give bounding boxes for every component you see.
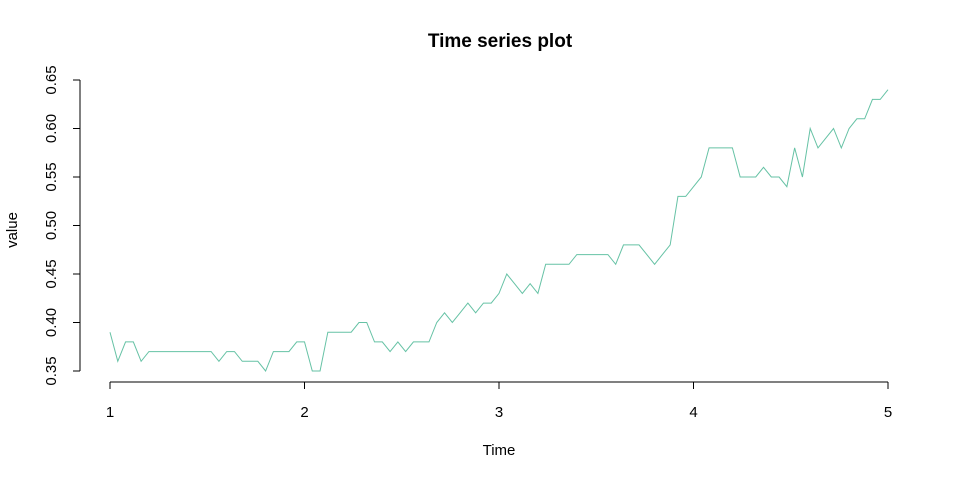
y-axis-label: value: [4, 212, 21, 248]
y-tick-label: 0.45: [43, 259, 60, 288]
y-tick-label: 0.35: [43, 356, 60, 385]
x-tick-label: 4: [689, 404, 697, 421]
y-tick-label: 0.40: [43, 308, 60, 337]
x-axis-label: Time: [483, 442, 516, 459]
y-tick-label: 0.65: [43, 65, 60, 94]
series-line: [109, 89, 889, 372]
x-tick-label: 1: [106, 404, 114, 421]
x-axis: 1 2 3 4 5: [106, 381, 892, 421]
y-tick-label: 0.50: [43, 211, 60, 240]
x-tick-label: 5: [884, 404, 892, 421]
y-axis: 0.35 0.40 0.45 0.50 0.55 0.60 0.65: [43, 65, 81, 386]
plot-area: [109, 89, 889, 372]
x-tick-label: 2: [300, 404, 308, 421]
chart-title: Time series plot: [428, 31, 573, 52]
x-tick-label: 3: [495, 404, 503, 421]
y-tick-label: 0.60: [43, 114, 60, 143]
y-tick-label: 0.55: [43, 162, 60, 191]
